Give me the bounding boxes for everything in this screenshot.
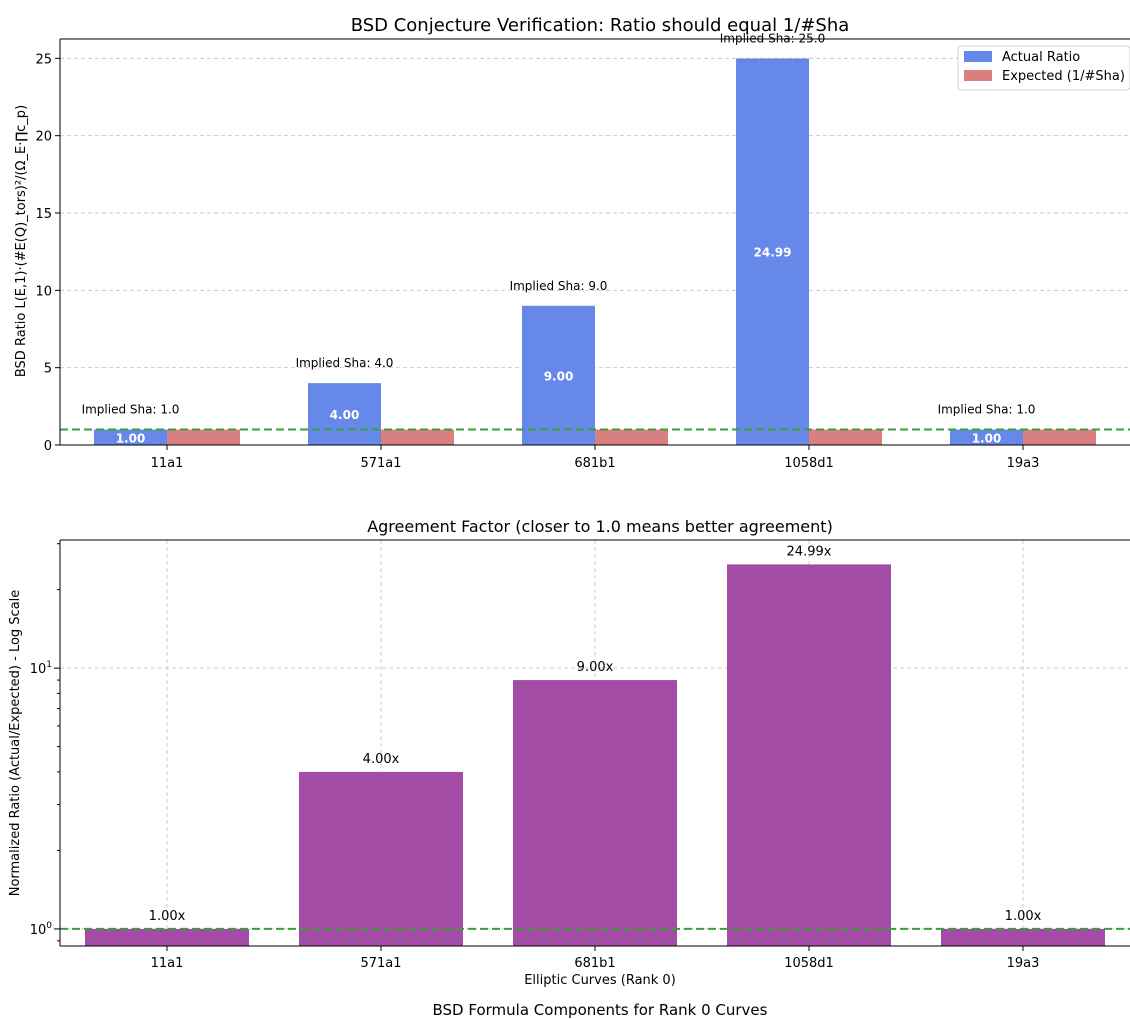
top-chart-y-tick-label: 10 bbox=[35, 284, 52, 299]
bottom-chart: 1001011.00x11a14.00x571a19.00x681b124.99… bbox=[30, 539, 1130, 971]
legend-box bbox=[957, 45, 1130, 91]
implied-sha-annotation: Implied Sha: 4.0 bbox=[296, 356, 394, 370]
tick-exponent: 0 bbox=[46, 921, 52, 931]
agreement-value-label: 4.00x bbox=[363, 752, 400, 767]
bar-value-label: 1.00 bbox=[972, 431, 1002, 445]
top-chart-x-tick-label: 11a1 bbox=[151, 456, 184, 471]
tick-base: 10 bbox=[30, 662, 47, 677]
agreement-value-label: 1.00x bbox=[1005, 909, 1042, 924]
expected-ratio-bar bbox=[809, 429, 882, 445]
agreement-factor-bar bbox=[85, 928, 249, 946]
figure-suptitle: BSD Formula Components for Rank 0 Curves bbox=[433, 1001, 768, 1019]
top-chart-y-tick-label: 5 bbox=[44, 362, 52, 377]
actual-ratio-bar bbox=[736, 58, 809, 445]
top-chart-legend: Actual Ratio Expected (1/#Sha) bbox=[957, 45, 1130, 91]
bottom-chart-x-tick-label: 11a1 bbox=[151, 956, 184, 971]
tick-base: 10 bbox=[30, 923, 47, 938]
bottom-chart-y-axis-label: Normalized Ratio (Actual/Expected) - Log… bbox=[8, 590, 23, 897]
expected-ratio-bar bbox=[1023, 429, 1096, 445]
legend-swatch-actual bbox=[964, 51, 992, 62]
agreement-factor-bar bbox=[941, 928, 1105, 946]
bottom-chart-x-axis-label: Elliptic Curves (Rank 0) bbox=[524, 973, 676, 988]
top-chart: 0 5 10 15 20 25 1.00 Implied Sha: 1.0 11a1 4.00 Im… bbox=[35, 31, 1130, 471]
bar-value-label: 24.99 bbox=[754, 246, 792, 260]
implied-sha-annotation: Implied Sha: 1.0 bbox=[938, 403, 1036, 417]
agreement-value-label: 24.99x bbox=[787, 544, 832, 559]
actual-ratio-bar bbox=[94, 429, 167, 445]
top-chart-y-tick-label: 20 bbox=[35, 130, 52, 145]
top-chart-x-tick-label: 681b1 bbox=[574, 456, 615, 471]
top-chart-y-tick-label: 25 bbox=[35, 52, 52, 67]
legend-label-expected: Expected (1/#Sha) bbox=[1002, 69, 1125, 84]
agreement-value-label: 9.00x bbox=[577, 660, 614, 675]
bottom-chart-x-tick-label: 571a1 bbox=[360, 956, 401, 971]
top-chart-title: BSD Conjecture Verification: Ratio shoul… bbox=[351, 15, 850, 36]
agreement-value-label: 1.00x bbox=[149, 909, 186, 924]
bottom-chart-y-tick-label: 101 bbox=[30, 660, 52, 677]
implied-sha-annotation: Implied Sha: 1.0 bbox=[82, 403, 180, 417]
top-chart-y-axis-label: BSD Ratio L(E,1)·(#E(Q)_tors)²/(Ω_E·∏c_p… bbox=[14, 105, 29, 377]
actual-ratio-bar bbox=[522, 305, 595, 445]
bottom-chart-x-tick-label: 19a3 bbox=[1007, 956, 1040, 971]
top-chart-x-tick-label: 1058d1 bbox=[784, 456, 834, 471]
top-chart-x-tick-label: 19a3 bbox=[1007, 456, 1040, 471]
bar-value-label: 4.00 bbox=[330, 408, 360, 422]
bar-value-label: 1.00 bbox=[116, 431, 146, 445]
agreement-factor-bar bbox=[299, 771, 463, 946]
tick-exponent: 1 bbox=[46, 660, 52, 670]
agreement-factor-bar bbox=[513, 680, 677, 946]
expected-ratio-bar bbox=[595, 429, 668, 445]
implied-sha-annotation: Implied Sha: 25.0 bbox=[720, 31, 825, 45]
actual-ratio-bar bbox=[308, 383, 381, 445]
bottom-chart-y-tick-label: 100 bbox=[30, 921, 53, 938]
bottom-chart-title: Agreement Factor (closer to 1.0 means be… bbox=[367, 517, 833, 536]
legend-label-actual: Actual Ratio bbox=[1002, 50, 1080, 65]
bar-value-label: 9.00 bbox=[544, 369, 574, 383]
bottom-chart-x-tick-label: 1058d1 bbox=[784, 956, 834, 971]
actual-ratio-bar bbox=[950, 429, 1023, 445]
top-chart-y-tick-label: 15 bbox=[35, 207, 52, 222]
expected-ratio-bar bbox=[167, 429, 240, 445]
legend-swatch-expected bbox=[964, 70, 992, 81]
agreement-factor-bar bbox=[727, 564, 891, 946]
implied-sha-annotation: Implied Sha: 9.0 bbox=[510, 279, 608, 293]
top-chart-x-tick-label: 571a1 bbox=[360, 456, 401, 471]
top-chart-y-tick-label: 0 bbox=[44, 439, 52, 454]
expected-ratio-bar bbox=[381, 429, 454, 445]
bottom-chart-x-tick-label: 681b1 bbox=[574, 956, 615, 971]
